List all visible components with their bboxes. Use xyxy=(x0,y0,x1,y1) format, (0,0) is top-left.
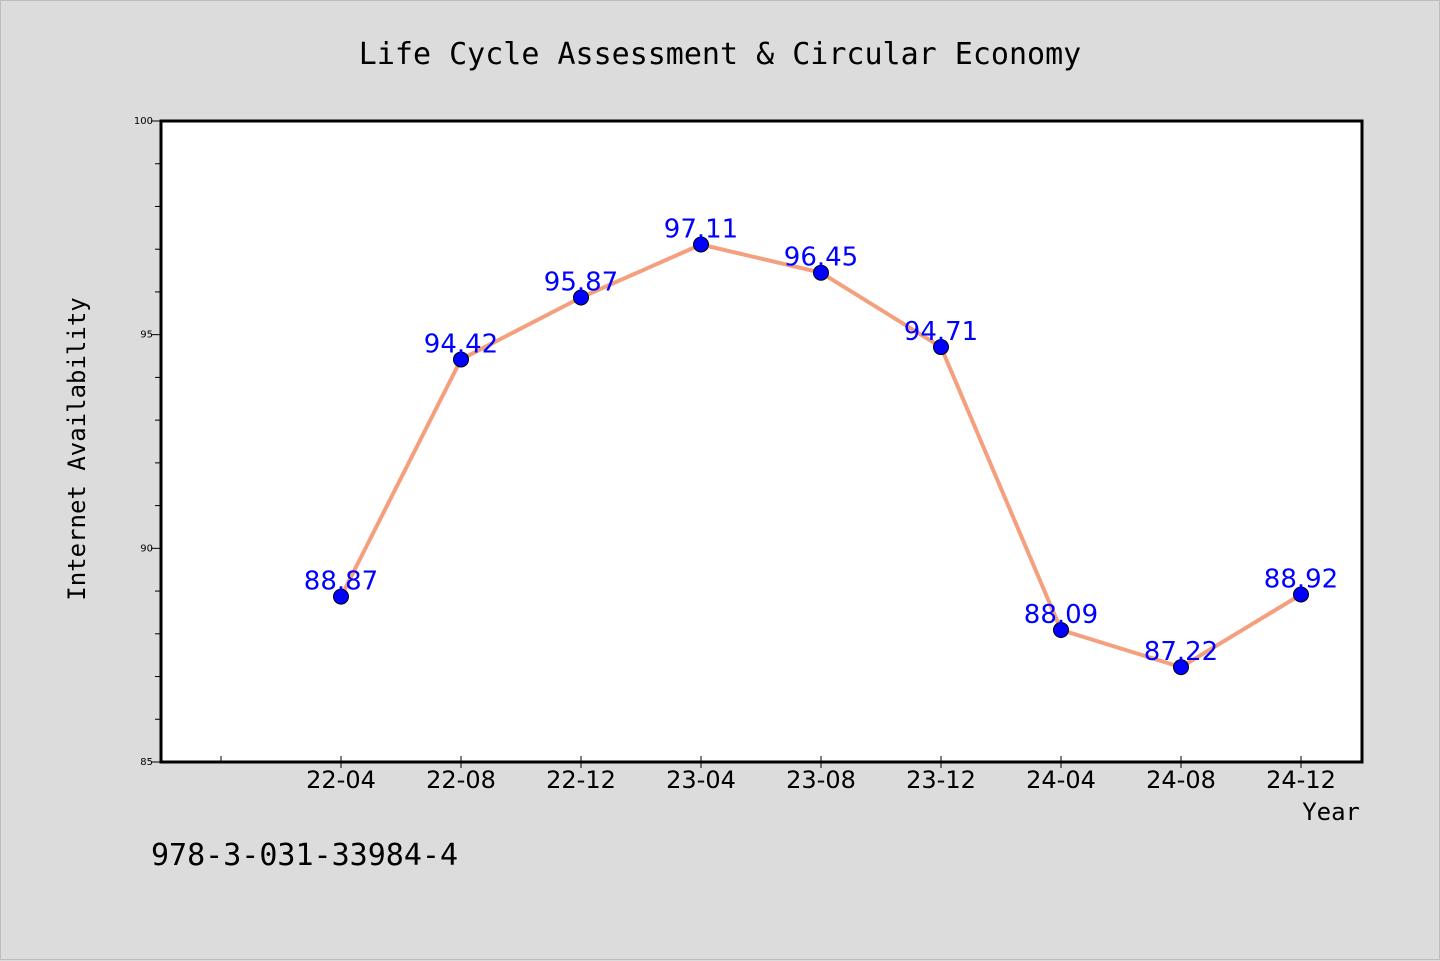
x-tick-label: 22-04 xyxy=(306,766,376,794)
x-tick-label: 22-08 xyxy=(426,766,496,794)
x-tick-label: 24-08 xyxy=(1146,766,1216,794)
data-point xyxy=(573,289,589,306)
data-point xyxy=(933,339,949,356)
data-label: 87.22 xyxy=(1144,637,1218,667)
data-point xyxy=(1053,621,1069,638)
data-point xyxy=(453,351,469,368)
data-label: 88.87 xyxy=(304,567,378,597)
y-axis-ticks: 85 90 95 100 xyxy=(134,116,161,768)
x-axis-label: Year xyxy=(1302,798,1360,826)
x-tick-label: 23-12 xyxy=(906,766,976,794)
plot-area xyxy=(159,119,1364,764)
x-tick-label: 22-12 xyxy=(546,766,616,794)
y-tick-label: 100 xyxy=(134,116,153,127)
y-tick-label: 85 xyxy=(140,757,153,768)
data-point xyxy=(1293,586,1309,603)
x-axis-ticks: 22-04 22-08 22-12 23-04 23-08 23-12 24-04 24-08… xyxy=(220,756,1336,794)
data-point xyxy=(1173,659,1189,676)
isbn-footnote: 978-3-031-33984-4 xyxy=(151,838,458,873)
data-point xyxy=(693,236,709,253)
x-tick-label: 23-08 xyxy=(786,766,856,794)
data-label: 96.45 xyxy=(784,243,858,273)
series-layer: 88.87 94.42 95.87 97.11 96.45 94.71 88.09 87.22… xyxy=(304,214,1338,676)
y-tick-label: 90 xyxy=(140,543,153,554)
data-label: 94.71 xyxy=(904,317,978,347)
x-tick-label: 24-12 xyxy=(1266,766,1336,794)
y-tick-label: 95 xyxy=(140,330,153,341)
y-axis-label: Internet Availability xyxy=(63,297,91,600)
data-point xyxy=(333,588,349,605)
chart-title: Life Cycle Assessment & Circular Economy xyxy=(359,37,1081,72)
data-label: 94.42 xyxy=(424,329,498,359)
data-label: 88.09 xyxy=(1024,600,1098,630)
data-label: 88.92 xyxy=(1264,564,1338,594)
data-point xyxy=(813,264,829,281)
x-tick-label: 23-04 xyxy=(666,766,736,794)
data-label: 95.87 xyxy=(544,267,618,297)
x-tick-label: 24-04 xyxy=(1026,766,1096,794)
data-label: 97.11 xyxy=(664,214,738,244)
